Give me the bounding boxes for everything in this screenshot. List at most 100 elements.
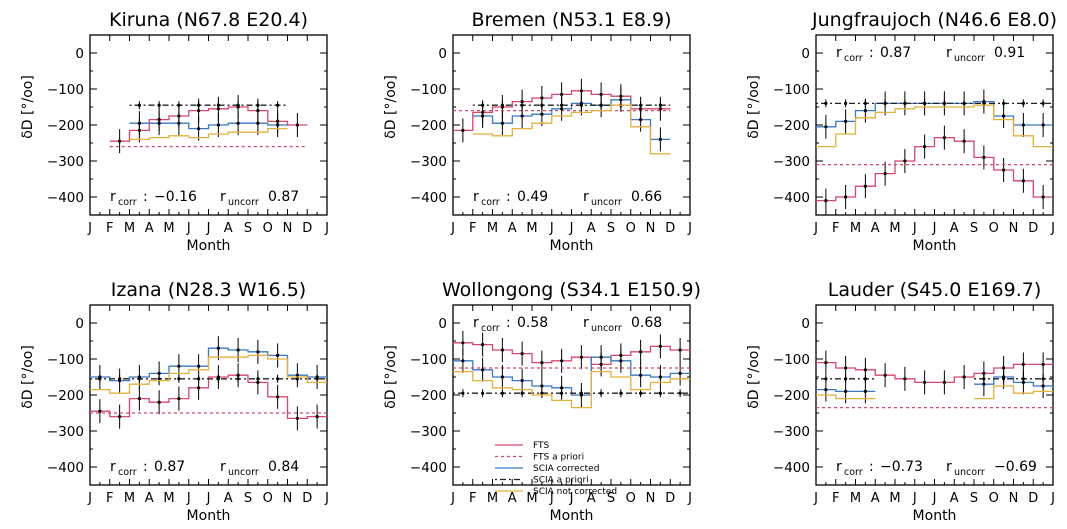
- x-tick-label: A: [508, 491, 517, 506]
- data-point: [844, 377, 848, 381]
- x-tick-label: O: [989, 491, 999, 506]
- data-point: [639, 350, 643, 354]
- data-point: [157, 121, 161, 125]
- x-tick-label: J: [186, 491, 191, 506]
- rcorr-label: r: [473, 189, 479, 205]
- y-tick-label: −400: [773, 190, 810, 206]
- x-tick-label: S: [970, 221, 978, 236]
- data-point: [639, 103, 643, 107]
- data-point: [1041, 384, 1045, 388]
- data-point: [883, 101, 887, 105]
- x-tick-label: M: [487, 221, 498, 236]
- data-point: [500, 375, 504, 379]
- x-axis-label: Month: [913, 508, 957, 524]
- x-tick-label: N: [646, 221, 656, 236]
- x-tick-label: S: [607, 221, 615, 236]
- runcorr-value: 0.91: [994, 45, 1025, 61]
- y-axis-label: δD [°/oo]: [746, 345, 762, 409]
- data-point: [98, 377, 102, 381]
- runcorr-value: 0.66: [631, 189, 662, 205]
- rcorr-subscript: corr: [118, 197, 137, 208]
- series-scia: [129, 122, 288, 130]
- runcorr-label: r: [946, 45, 952, 61]
- data-point: [177, 103, 181, 107]
- x-tick-label: A: [145, 491, 154, 506]
- data-point: [118, 377, 122, 381]
- data-point: [500, 121, 504, 125]
- chart-panel-4: Izana (N28.3 W16.5)J F M A M J J A S O N D JMonth0−1…: [20, 279, 329, 524]
- rcorr-value: 0.58: [517, 315, 548, 331]
- data-point: [177, 121, 181, 125]
- x-tick-label: J: [1050, 221, 1055, 236]
- data-point: [256, 109, 260, 113]
- data-point: [295, 123, 299, 127]
- data-point: [216, 123, 220, 127]
- x-tick-label: J: [1050, 491, 1055, 506]
- series-scia_nc: [453, 370, 690, 409]
- x-tick-label: O: [626, 221, 636, 236]
- series-scia_nc: [816, 104, 1053, 148]
- data-point: [500, 391, 504, 395]
- x-tick-label: D: [302, 221, 312, 236]
- data-point: [481, 114, 485, 118]
- data-point: [256, 121, 260, 125]
- plot-frame: [815, 304, 1054, 486]
- y-tick-label: −300: [410, 424, 447, 440]
- series-scia_nc: [129, 127, 288, 141]
- x-tick-label: M: [163, 221, 174, 236]
- x-tick-label: M: [526, 221, 537, 236]
- x-tick-label: A: [224, 491, 233, 506]
- runcorr-subscript: uncorr: [591, 323, 622, 334]
- data-point: [118, 415, 122, 419]
- data-point: [982, 377, 986, 381]
- x-tick-label: J: [450, 221, 455, 236]
- x-tick-label: J: [549, 221, 554, 236]
- chart-title: Jungfraujoch (N46.6 E8.0): [811, 9, 1057, 31]
- x-axis-label: Month: [550, 238, 594, 254]
- data-point: [863, 389, 867, 393]
- data-point: [157, 103, 161, 107]
- data-point: [844, 101, 848, 105]
- series-scia: [816, 100, 1053, 128]
- x-tick-label: N: [283, 221, 293, 236]
- data-point: [157, 371, 161, 375]
- data-point: [1002, 114, 1006, 118]
- rcorr-value: −0.73: [880, 459, 923, 475]
- x-tick-label: J: [324, 221, 329, 236]
- data-point: [481, 343, 485, 347]
- data-point: [256, 377, 260, 381]
- data-point: [520, 114, 524, 118]
- x-tick-label: A: [950, 491, 959, 506]
- runcorr-label: r: [583, 189, 589, 205]
- correlation-annotation: r corr:0.58 r uncorr 0.68: [473, 315, 662, 334]
- data-point: [236, 377, 240, 381]
- x-tick-label: D: [665, 221, 675, 236]
- x-tick-label: A: [145, 221, 154, 236]
- runcorr-subscript: uncorr: [228, 467, 259, 478]
- data-point: [481, 103, 485, 107]
- series-scia: [453, 356, 690, 396]
- x-tick-label: D: [665, 491, 675, 506]
- data-point: [540, 391, 544, 395]
- runcorr-label: r: [220, 189, 226, 205]
- x-tick-label: O: [263, 221, 273, 236]
- rcorr-subscript: corr: [481, 323, 500, 334]
- data-point: [461, 341, 465, 345]
- x-tick-label: N: [1009, 491, 1019, 506]
- data-point: [639, 373, 643, 377]
- rcorr-value: 0.87: [880, 45, 911, 61]
- runcorr-value: 0.84: [268, 459, 299, 475]
- series-scia_nc: [816, 394, 876, 400]
- data-point: [98, 409, 102, 413]
- data-point: [1002, 377, 1006, 381]
- data-point: [863, 184, 867, 188]
- data-point: [137, 121, 141, 125]
- y-tick-label: −400: [773, 460, 810, 476]
- x-tick-label: N: [1009, 221, 1019, 236]
- data-point: [619, 359, 623, 363]
- data-point: [520, 352, 524, 356]
- x-tick-label: J: [813, 491, 818, 506]
- rcorr-subscript: corr: [844, 467, 863, 478]
- data-point: [481, 368, 485, 372]
- x-tick-label: M: [124, 221, 135, 236]
